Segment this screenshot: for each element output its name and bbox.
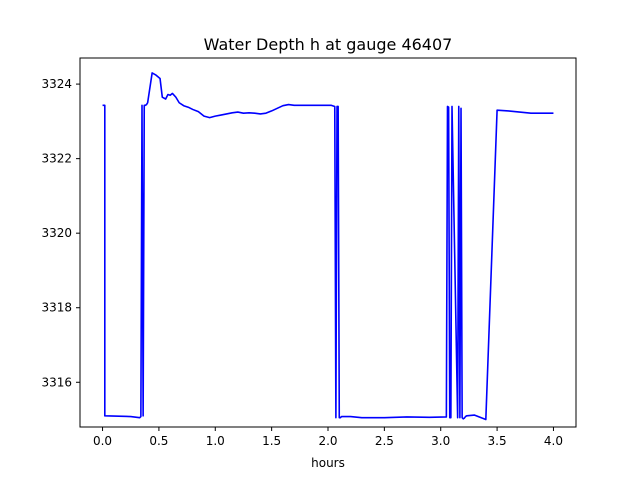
x-tick-label: 1.5 xyxy=(262,434,281,448)
y-tick-label: 3324 xyxy=(41,77,72,91)
plot-area xyxy=(102,72,554,421)
x-tick-label: 3.0 xyxy=(431,434,450,448)
x-tick-label: 2.0 xyxy=(318,434,337,448)
x-tick-label: 2.5 xyxy=(375,434,394,448)
x-tick-label: 4.0 xyxy=(544,434,563,448)
y-axis: 3316 3318 3320 3322 3324 xyxy=(41,77,80,389)
x-axis-label: hours xyxy=(311,456,345,470)
x-axis: 0.0 0.5 1.0 1.5 2.0 2.5 3.0 3.5 4.0 xyxy=(93,427,563,448)
y-tick-label: 3320 xyxy=(41,226,72,240)
chart-title: Water Depth h at gauge 46407 xyxy=(204,35,453,54)
y-tick-label: 3322 xyxy=(41,152,72,166)
x-tick-label: 1.0 xyxy=(206,434,225,448)
x-tick-label: 0.5 xyxy=(149,434,168,448)
y-tick-label: 3316 xyxy=(41,375,72,389)
series-line-0 xyxy=(102,72,554,421)
x-tick-label: 0.0 xyxy=(93,434,112,448)
x-tick-label: 3.5 xyxy=(488,434,507,448)
y-tick-label: 3318 xyxy=(41,301,72,315)
